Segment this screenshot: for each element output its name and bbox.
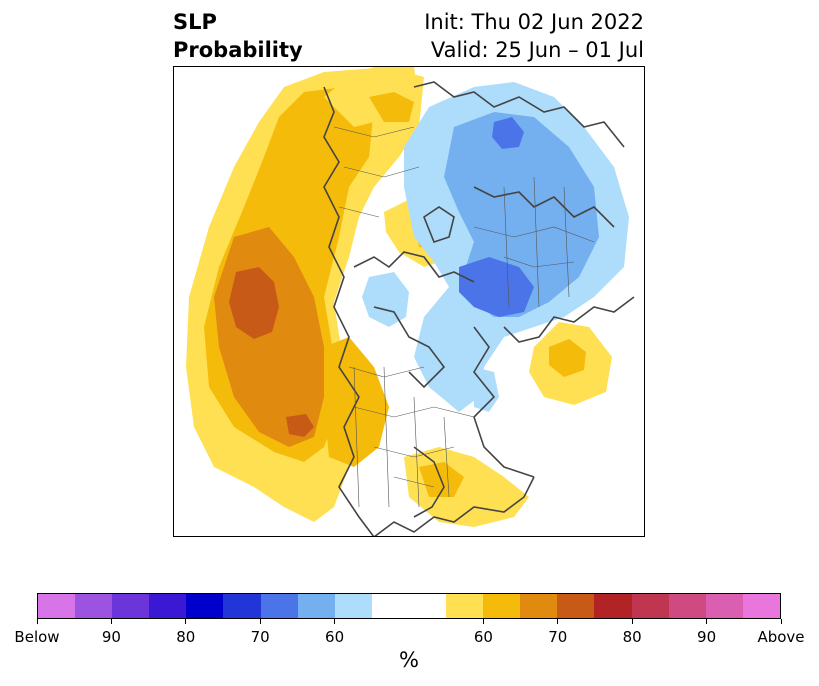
- title-product: Probability: [173, 38, 303, 62]
- colorbar-segment: [186, 594, 224, 618]
- colorbar-tick-mark: [482, 619, 484, 624]
- above-darkorange-pacific: [229, 267, 279, 339]
- title-variable: SLP: [173, 10, 217, 34]
- colorbar-segment: [408, 594, 447, 618]
- probability-map: [173, 66, 645, 537]
- map-svg: [186, 67, 635, 536]
- colorbar-segment: [557, 594, 595, 618]
- colorbar: [37, 593, 781, 619]
- colorbar-segment: [334, 594, 372, 618]
- colorbar-tick-mark: [110, 619, 112, 624]
- colorbar-segment: [594, 594, 632, 618]
- colorbar-segment: [149, 594, 187, 618]
- colorbar-segment: [260, 594, 298, 618]
- colorbar-segment: [483, 594, 521, 618]
- above-gold-atlantic: [549, 339, 586, 377]
- colorbar-tick-mark: [631, 619, 633, 624]
- below-blue-europe: [459, 257, 534, 317]
- above-gold-northwest: [369, 92, 414, 122]
- colorbar-segment: [520, 594, 558, 618]
- below-lightblue-beaufort: [362, 272, 409, 327]
- colorbar-tick-label: 90: [697, 628, 717, 646]
- valid-period: Valid: 25 Jun – 01 Jul: [430, 38, 644, 62]
- above-darkorange-south: [286, 414, 314, 437]
- colorbar-tick-label: 70: [250, 628, 270, 646]
- colorbar-segment: [631, 594, 669, 618]
- colorbar-tick-label: 80: [176, 628, 196, 646]
- below-lightblue-labrador: [474, 367, 499, 412]
- colorbar-tick-label: 90: [101, 628, 121, 646]
- colorbar-tick-label: Above: [757, 628, 805, 646]
- below-blue-scandinavia: [492, 117, 524, 149]
- colorbar-tick-label: Below: [14, 628, 60, 646]
- colorbar-segment: [297, 594, 335, 618]
- colorbar-tick-mark: [334, 619, 336, 624]
- map-title: SLP Probability: [173, 8, 303, 64]
- colorbar-segment: [705, 594, 743, 618]
- colorbar-segment: [223, 594, 261, 618]
- colorbar-tick-label: 70: [548, 628, 568, 646]
- colorbar-segment: [75, 594, 113, 618]
- political-borders: [333, 126, 595, 508]
- colorbar-tick-mark: [706, 619, 708, 624]
- colorbar-segment: [668, 594, 706, 618]
- colorbar-tick-label: 80: [622, 628, 642, 646]
- colorbar-segment: [742, 594, 780, 618]
- colorbar-tick-label: 60: [325, 628, 345, 646]
- colorbar-segment: [112, 594, 150, 618]
- init-date: Init: Thu 02 Jun 2022: [424, 10, 644, 34]
- colorbar-unit: %: [399, 648, 419, 672]
- colorbar-segment: [371, 594, 409, 618]
- colorbar-tick-mark: [36, 619, 38, 624]
- above-yellow-us: [404, 447, 529, 527]
- map-dates: Init: Thu 02 Jun 2022 Valid: 25 Jun – 01…: [424, 8, 644, 64]
- colorbar-tick-mark: [259, 619, 261, 624]
- colorbar-tick-mark: [185, 619, 187, 624]
- colorbar-tick-label: 60: [473, 628, 493, 646]
- colorbar-tick-mark: [557, 619, 559, 624]
- colorbar-tick-mark: [780, 619, 782, 624]
- colorbar-segment: [446, 594, 484, 618]
- coastlines: [323, 81, 635, 536]
- colorbar-segment: [38, 594, 76, 618]
